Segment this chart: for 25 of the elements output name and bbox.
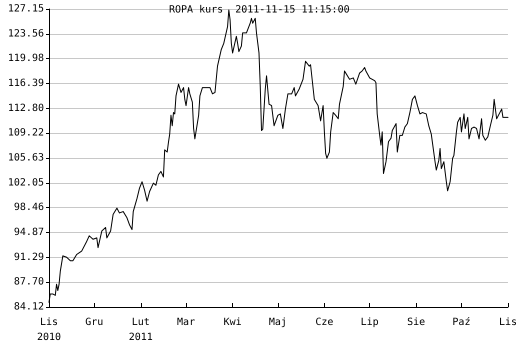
y-tick-label: 94.87 [14, 227, 44, 238]
y-tick-label: 123.56 [8, 28, 44, 40]
y-tick-label: 105.63 [8, 152, 44, 164]
y-tick-label: 119.98 [8, 53, 44, 64]
x-tick-label: Cze [315, 317, 334, 328]
x-tick-label: Sie [407, 317, 426, 328]
x-tick-label: Maj [268, 317, 287, 328]
chart-title: ROPA kurs 2011-11-15 11:15:00 [169, 4, 350, 16]
x-tick-label: Lis [498, 317, 517, 328]
x-tick-label: Gru [85, 317, 104, 328]
y-tick-label: 109.22 [8, 128, 44, 139]
y-tick-label: 102.05 [8, 177, 44, 188]
y-tick-label: 116.39 [8, 78, 44, 90]
y-tick-label: 112.80 [8, 102, 44, 114]
y-tick-label: 84.12 [14, 302, 44, 312]
x-tick-label: Lis 2010 [36, 317, 62, 343]
x-tick-label: Lip [360, 317, 379, 328]
y-tick-label: 127.15 [8, 4, 44, 14]
y-tick-label: 91.29 [14, 252, 44, 263]
x-tick-label: Kwi [224, 317, 242, 328]
y-tick-label: 98.46 [14, 202, 44, 214]
x-tick-label: Lut 2011 [128, 317, 153, 343]
x-tick-label: Mar [177, 317, 196, 328]
y-tick-label: 87.70 [14, 276, 44, 288]
x-tick-label: Paź [452, 316, 470, 328]
